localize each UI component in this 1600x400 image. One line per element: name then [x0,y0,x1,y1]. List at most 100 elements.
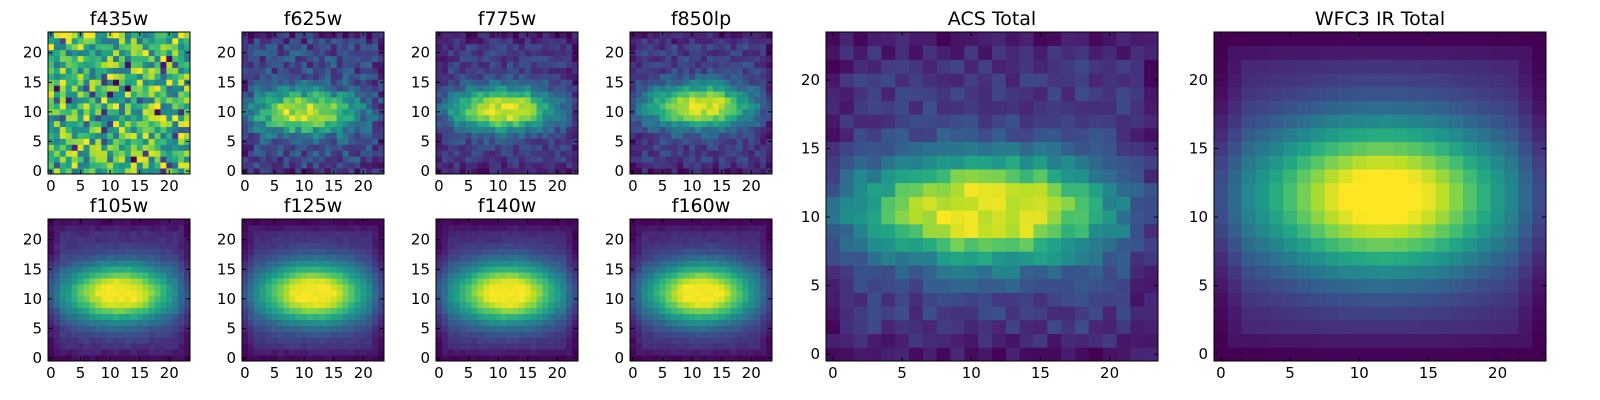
heatmap-cell [89,97,96,104]
heatmap-cell [330,313,338,320]
heatmap-cell [342,290,349,297]
heatmap-cell [378,162,385,169]
heatmap-cell [354,295,361,303]
heatmap-cell [465,85,472,92]
heatmap-cell [839,278,855,293]
heatmap-cell [441,79,449,86]
heatmap-cell [354,156,361,163]
heatmap-cell [142,349,149,356]
heatmap-cell [665,219,672,226]
heatmap-cell [712,355,720,362]
heatmap-cell [71,162,78,169]
heatmap-cell [566,79,573,86]
heatmap-cell [136,91,144,98]
heatmap-cell [184,301,191,309]
heatmap-cell [342,219,349,226]
heatmap-cell [748,313,755,320]
heatmap-cell [483,325,490,332]
heatmap-cell [453,319,461,326]
heatmap-cell [839,319,855,334]
heatmap-cell [119,248,126,255]
heatmap-cell [124,144,132,151]
heatmap-cell [671,73,678,80]
heatmap-cell [671,126,678,133]
heatmap-cell [524,224,532,232]
heatmap-cell [289,230,296,238]
heatmap-cell [992,319,1007,334]
heatmap-cell [178,156,185,163]
heatmap-cell [641,219,649,226]
heatmap-cell [542,150,549,157]
heatmap-cell [706,85,714,92]
heatmap-cell [530,349,537,356]
heatmap-cell [706,295,714,303]
heatmap-cell [548,266,555,273]
heatmap-cell [701,162,708,169]
heatmap-cell [148,156,155,163]
axes-frame [241,31,385,175]
heatmap-cell [978,292,993,307]
heatmap-cell [548,242,555,249]
heatmap-cell [524,343,532,350]
heatmap-cell [489,79,496,86]
heatmap-cell [766,307,773,315]
heatmap-cell [724,236,731,244]
heatmap-cell [536,236,543,244]
heatmap-cell [542,108,549,116]
heatmap-cell [348,319,355,326]
heatmap-cell [659,230,666,238]
heatmap-cell [730,248,737,255]
heatmap-cell [136,73,144,80]
heatmap-cell [95,295,102,303]
heatmap-cell [653,103,660,110]
panel-title: f125w [284,195,343,217]
heatmap-cell [695,55,702,62]
heatmap-cell [154,150,161,157]
heatmap-cell [671,301,678,309]
heatmap-cell [742,55,749,62]
heatmap-cell [742,301,749,309]
heatmap-cell [53,138,61,145]
heatmap-cell [354,284,361,291]
heatmap-cell [336,156,343,163]
heatmap-cell [242,150,249,157]
heatmap-cell [695,144,702,151]
heatmap-cell [113,284,120,291]
heatmap-cell [724,343,731,350]
heatmap-cell [542,319,549,326]
heatmap-cell [101,301,108,309]
heatmap-cell [441,278,449,285]
heatmap-cell [313,290,320,297]
heatmap-cell [548,337,555,344]
heatmap-cell [647,224,655,232]
heatmap-cell [136,132,144,139]
heatmap-cell [572,144,579,151]
heatmap-cell [372,230,379,238]
heatmap-cell [495,242,502,249]
heatmap-cell [178,307,185,315]
heatmap-cell [536,242,543,249]
heatmap-cell [530,248,537,255]
heatmap-cell [706,343,714,350]
heatmap-cell [324,236,332,244]
heatmap-cell [677,219,684,226]
heatmap-cell [324,150,332,157]
heatmap-cell [142,61,149,68]
heatmap-cell [289,337,296,344]
heatmap-cell [501,73,508,80]
heatmap-cell [647,49,655,57]
heatmap-cell [635,337,643,344]
heatmap-cell [119,156,126,163]
heatmap-cell [895,347,910,362]
heatmap-cell [242,278,249,285]
heatmap-cell [313,295,320,303]
heatmap-cell [360,156,367,163]
heatmap-cell [554,132,561,139]
heatmap-cell [530,150,537,157]
heatmap-cell [689,307,696,315]
heatmap-cell [548,120,555,128]
heatmap-cell [718,132,726,139]
heatmap-cell [560,73,567,80]
heatmap-cell [495,290,502,297]
heatmap-cell [107,85,114,92]
